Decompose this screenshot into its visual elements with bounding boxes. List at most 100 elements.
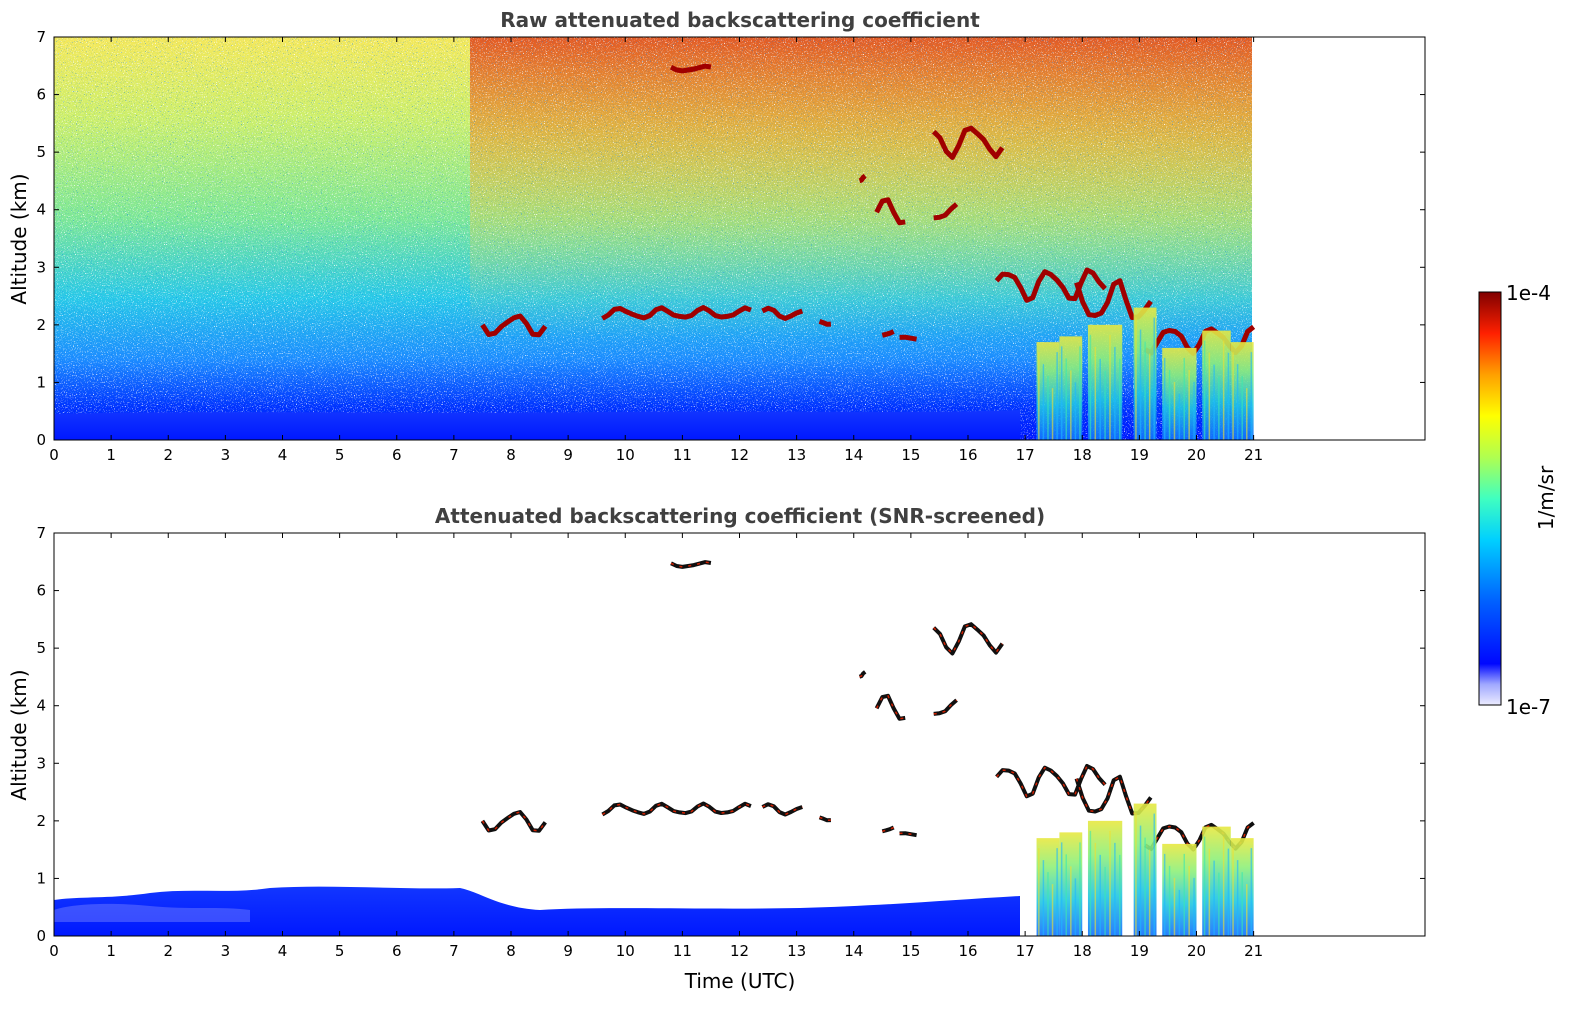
colorbar-max-label: 1e-4 — [1506, 281, 1551, 305]
snr-y-tick-label: 4 — [36, 697, 46, 715]
raw-x-tick-label: 10 — [616, 446, 635, 464]
raw-x-tick-label: 3 — [221, 446, 231, 464]
snr-cloud-feature-edge — [899, 832, 917, 836]
snr-y-tick-label: 7 — [36, 524, 46, 542]
snr-y-tick-label: 3 — [36, 754, 46, 772]
snr-cloud-feature-edge — [819, 816, 831, 822]
snr-panel-title: Attenuated backscattering coefficient (S… — [435, 504, 1045, 528]
snr-y-tick-label: 1 — [36, 869, 46, 887]
snr-cloud-feature-edge — [933, 699, 958, 715]
raw-x-tick-label: 1 — [106, 446, 116, 464]
snr-y-axis: 0 1 2 3 4 5 6 7 — [36, 524, 1425, 945]
raw-x-tick-label: 8 — [506, 446, 516, 464]
raw-x-tick-label: 19 — [1130, 446, 1149, 464]
snr-cloud-feature-edge — [670, 561, 712, 568]
raw-x-tick-label: 9 — [563, 446, 573, 464]
raw-x-tick-label: 12 — [730, 446, 749, 464]
snr-y-axis-label: Altitude (km) — [7, 669, 31, 800]
snr-cloud-feature-edge — [602, 802, 752, 816]
raw-x-tick-label: 4 — [278, 446, 288, 464]
snr-x-tick-label: 8 — [506, 942, 516, 960]
raw-x-tick-label: 16 — [958, 446, 977, 464]
raw-y-tick-label: 3 — [36, 258, 46, 276]
raw-backscatter-panel: Raw attenuated backscattering coefficien… — [7, 8, 1426, 464]
snr-x-tick-label: 10 — [616, 942, 635, 960]
raw-x-tick-label: 18 — [1073, 446, 1092, 464]
raw-cloud-feature — [931, 125, 1005, 160]
snr-boundary-layer — [54, 886, 1020, 936]
raw-y-tick-label: 6 — [36, 86, 46, 104]
raw-x-axis: 0 1 2 3 4 5 6 7 8 9 10 11 12 13 14 15 16 17 18 19 20 21 — [49, 37, 1263, 464]
snr-heatmap-image — [54, 533, 1425, 936]
x-axis-label: Time (UTC) — [684, 969, 796, 993]
raw-x-tick-label: 0 — [49, 446, 59, 464]
raw-cloud-feature — [933, 202, 959, 221]
snr-x-tick-label: 16 — [958, 942, 977, 960]
snr-x-axis: 0 1 2 3 4 5 6 7 8 9 10 11 12 13 14 15 16 17 18 19 20 21 — [49, 533, 1263, 960]
raw-cloud-feature — [669, 63, 712, 74]
snr-x-tick-label: 3 — [221, 942, 231, 960]
snr-x-tick-label: 21 — [1244, 942, 1263, 960]
snr-cloud-features — [480, 560, 1255, 852]
snr-cloud-feature-edge — [762, 803, 803, 816]
snr-x-tick-label: 18 — [1073, 942, 1092, 960]
raw-y-tick-label: 4 — [36, 201, 46, 219]
snr-x-tick-label: 9 — [563, 942, 573, 960]
snr-x-tick-label: 13 — [787, 942, 806, 960]
snr-cloud-feature-edge — [481, 811, 546, 832]
snr-x-tick-label: 0 — [49, 942, 59, 960]
snr-cloud-feature-edge — [882, 826, 895, 833]
raw-x-tick-label: 17 — [1016, 446, 1035, 464]
raw-x-tick-label: 7 — [449, 446, 459, 464]
raw-x-tick-label: 21 — [1244, 446, 1263, 464]
raw-cloud-feature — [761, 305, 804, 321]
raw-x-tick-label: 20 — [1187, 446, 1206, 464]
snr-x-tick-label: 14 — [844, 942, 863, 960]
snr-aerosol-plume — [1202, 826, 1231, 936]
snr-y-tick-label: 6 — [36, 582, 46, 600]
snr-x-tick-label: 15 — [901, 942, 920, 960]
raw-x-tick-label: 14 — [844, 446, 863, 464]
snr-plume-features — [1036, 803, 1254, 936]
snr-x-tick-label: 17 — [1016, 942, 1035, 960]
snr-x-tick-label: 5 — [335, 942, 345, 960]
snr-cloud-feature-edge — [875, 694, 906, 720]
raw-panel-title: Raw attenuated backscattering coefficien… — [500, 8, 980, 32]
raw-x-tick-label: 5 — [335, 446, 345, 464]
raw-plume-features — [1036, 307, 1254, 440]
raw-aerosol-plume — [1202, 330, 1231, 440]
raw-heatmap-image — [54, 37, 1425, 440]
snr-x-tick-label: 1 — [106, 942, 116, 960]
colorbar-min-label: 1e-7 — [1506, 695, 1551, 719]
raw-cloud-feature — [881, 329, 895, 338]
snr-cloud-feature — [995, 764, 1107, 799]
raw-y-tick-label: 7 — [36, 28, 46, 46]
raw-y-tick-label: 1 — [36, 373, 46, 391]
raw-cloud-feature — [818, 319, 832, 327]
colorbar-unit-label: 1/m/sr — [1534, 465, 1558, 530]
raw-x-tick-label: 6 — [392, 446, 402, 464]
raw-y-tick-label: 2 — [36, 316, 46, 334]
snr-x-tick-label: 20 — [1187, 942, 1206, 960]
colorbar: 1e-4 1e-7 1/m/sr — [1478, 281, 1558, 719]
raw-x-tick-label: 11 — [673, 446, 692, 464]
snr-y-tick-label: 5 — [36, 639, 46, 657]
snr-screened-panel: Attenuated backscattering coefficient (S… — [7, 504, 1426, 993]
raw-x-tick-label: 13 — [787, 446, 806, 464]
snr-cloud-feature-edge — [933, 623, 1003, 655]
raw-cloud-feature — [874, 197, 906, 226]
snr-x-tick-label: 12 — [730, 942, 749, 960]
snr-y-tick-label: 0 — [36, 927, 46, 945]
snr-x-tick-label: 6 — [392, 942, 402, 960]
raw-cloud-feature — [994, 267, 1107, 303]
raw-y-tick-label: 5 — [36, 143, 46, 161]
snr-cloud-feature-edge — [1144, 822, 1255, 851]
raw-x-tick-label: 2 — [163, 446, 173, 464]
snr-x-tick-label: 19 — [1130, 942, 1149, 960]
raw-cloud-feature — [601, 305, 752, 321]
raw-y-axis: 0 1 2 3 4 5 6 7 — [36, 28, 1425, 449]
raw-y-tick-label: 0 — [36, 431, 46, 449]
snr-x-tick-label: 4 — [278, 942, 288, 960]
snr-y-tick-label: 2 — [36, 812, 46, 830]
raw-cloud-feature — [480, 313, 548, 338]
